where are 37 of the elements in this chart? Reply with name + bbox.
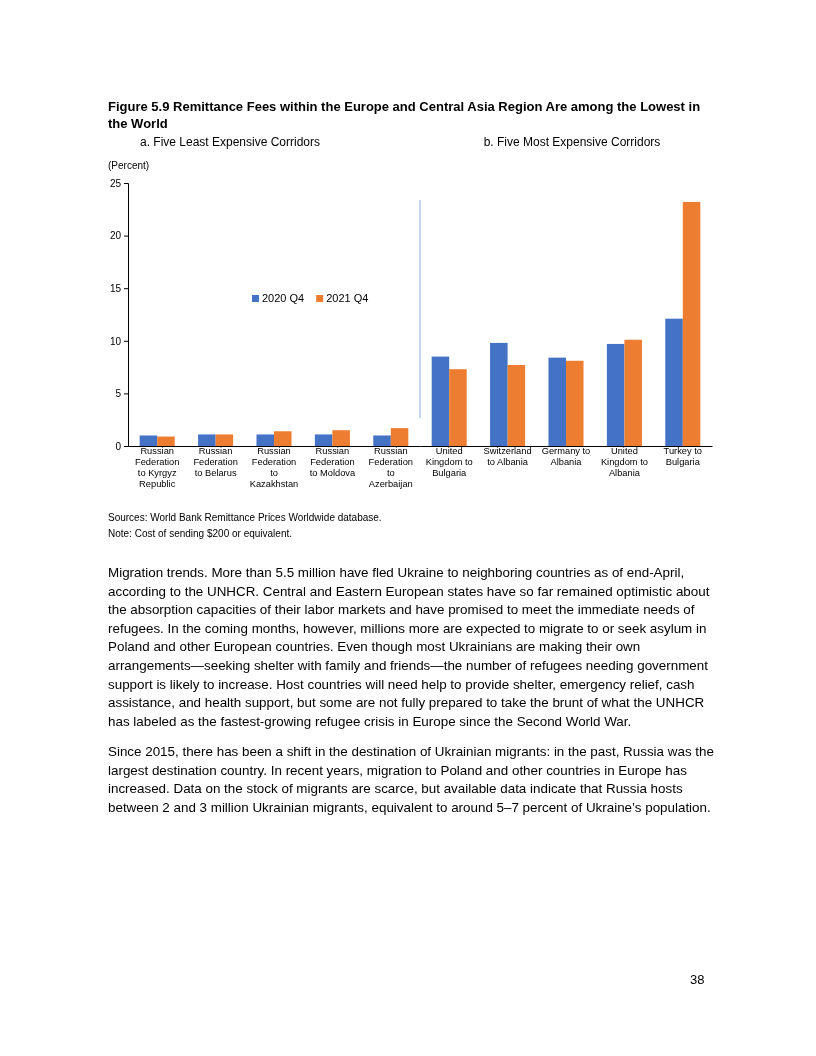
bar bbox=[624, 339, 642, 446]
x-tick-label: United Kingdom to Bulgaria bbox=[425, 446, 473, 479]
chart-subtitle: a. Five Least Expensive Corridors bbox=[139, 135, 321, 149]
x-tick-label: Germany to Albania bbox=[541, 446, 591, 468]
bar bbox=[665, 318, 683, 446]
bar bbox=[431, 356, 450, 446]
y-tick-label: 25 bbox=[109, 177, 122, 189]
x-tick-label: Switzerland to Albania bbox=[483, 446, 532, 468]
chart-subtitle: b. Five Most Expensive Corridors bbox=[483, 135, 661, 149]
bar bbox=[449, 369, 467, 446]
bar bbox=[682, 201, 701, 446]
text: Migration trends. More than 5.5 million have fled Ukraine to neighboring countries as of end-April, according to the UNHCR. Central and Eastern European states have so far remained optimistic about the absorption capacities of their labor markets and have promised to meet the immediate needs of refugees. In the coming months, however, millions more are expected to migrate to or seek asylum in Poland and other European countries. Even though most Ukrainians are making their own arrangements—seeking shelter with family and friends—the number of refugees needing government support is likely to increase. Host countries will need help to provide shelter, emergency relief, cash assistance, and health support, but some are not fully prepared to take the brunt of what the UNHCR has labeled as the fastest-growing refugee crisis in Europe since the Second World War. bbox=[108, 565, 710, 729]
source-note: Sources: World Bank Remittance Prices Worldwide database. bbox=[108, 512, 382, 523]
bar bbox=[507, 365, 526, 446]
bar bbox=[490, 342, 508, 446]
x-tick-label: Russian Federation to Azerbaijan bbox=[368, 446, 414, 490]
x-tick-label: Turkey to Bulgaria bbox=[663, 446, 702, 468]
text: Since 2015, there has been a shift in the destination of Ukrainian migrants: in the past, Russia was the largest destination country. In recent years, migration to Poland and other countries in Europe has increased. Data on the stock of migrants are scarce, but available data indicate that Russia hosts between 2 and 3 million Ukrainian migrants, equivalent to around 5–7 percent of Ukraine’s population. bbox=[108, 743, 715, 817]
bar bbox=[566, 360, 584, 446]
bar bbox=[548, 357, 566, 446]
legend-label: 2020 Q4 bbox=[262, 292, 305, 304]
y-tick-label: 5 bbox=[115, 388, 122, 400]
text: Note: Cost of sending $200 or equivalent. bbox=[108, 528, 293, 539]
y-tick-label: 20 bbox=[109, 230, 122, 242]
x-tick-label: Russian Federation to Belarus bbox=[193, 446, 238, 479]
y-axis-title: (Percent) bbox=[108, 160, 150, 171]
y-tick-label: 0 bbox=[115, 440, 122, 452]
x-tick-label: Russian Federation to Kazakhstan bbox=[249, 446, 299, 490]
bar bbox=[606, 343, 625, 446]
y-tick-label: 15 bbox=[109, 282, 122, 294]
y-tick-label: 10 bbox=[109, 335, 122, 347]
x-tick-label: Russian Federation to Moldova bbox=[309, 446, 356, 479]
x-tick-label: Russian Federation to Kyrgyz Republic bbox=[134, 446, 180, 490]
text: 38 bbox=[690, 972, 705, 987]
legend-label: 2021 Q4 bbox=[326, 292, 369, 304]
chart-title: Figure 5.9 Remittance Fees within the Europe and Central Asia Region Are among the Lowest in the World bbox=[108, 98, 702, 132]
x-tick-label: United Kingdom to Albania bbox=[600, 446, 648, 479]
